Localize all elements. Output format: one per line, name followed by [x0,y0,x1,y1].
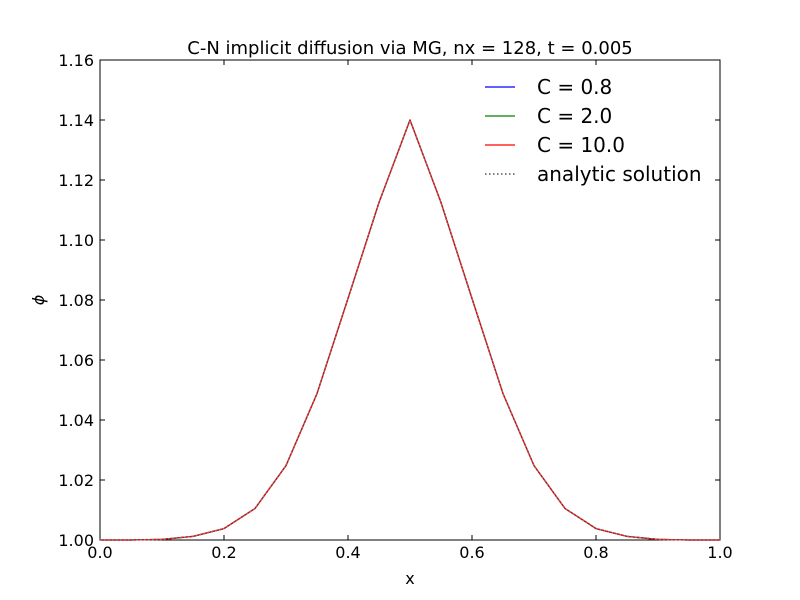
x-tick-label: 0.8 [583,543,608,562]
x-tick-label: 0.4 [335,543,360,562]
series-lines [100,119,720,541]
x-tick-label: 0.0 [87,543,112,562]
plot-frame [99,59,721,541]
y-tick-label: 1.04 [58,411,94,430]
y-axis: 1.00 1.02 1.04 1.06 1.08 1.10 1.12 1.14 1.16 [58,51,720,550]
y-tick-label: 1.12 [58,171,94,190]
y-tick-label: 1.02 [58,471,94,490]
x-tick-label: 1.0 [707,543,732,562]
y-tick-label: 1.08 [58,291,94,310]
x-axis: 0.0 0.2 0.4 0.6 0.8 1.0 [87,60,733,562]
chart-title: C-N implicit diffusion via MG, nx = 128,… [187,38,632,59]
legend-entry-2: C = 10.0 [537,133,625,157]
y-tick-label: 1.06 [58,351,94,370]
y-axis-label: ϕ [29,294,48,305]
legend: C = 0.8 C = 2.0 C = 10.0 analytic solution [485,75,702,186]
series-line-3 [100,119,720,541]
y-tick-label: 1.10 [58,231,94,250]
y-tick-label: 1.14 [58,111,94,130]
y-tick-label: 1.00 [58,531,94,550]
legend-entry-3: analytic solution [537,162,702,186]
legend-entry-0: C = 0.8 [537,75,612,99]
legend-entry-1: C = 2.0 [537,104,612,128]
y-tick-label: 1.16 [58,51,94,70]
x-axis-label: x [405,569,414,588]
x-tick-label: 0.6 [459,543,484,562]
x-tick-label: 0.2 [211,543,236,562]
